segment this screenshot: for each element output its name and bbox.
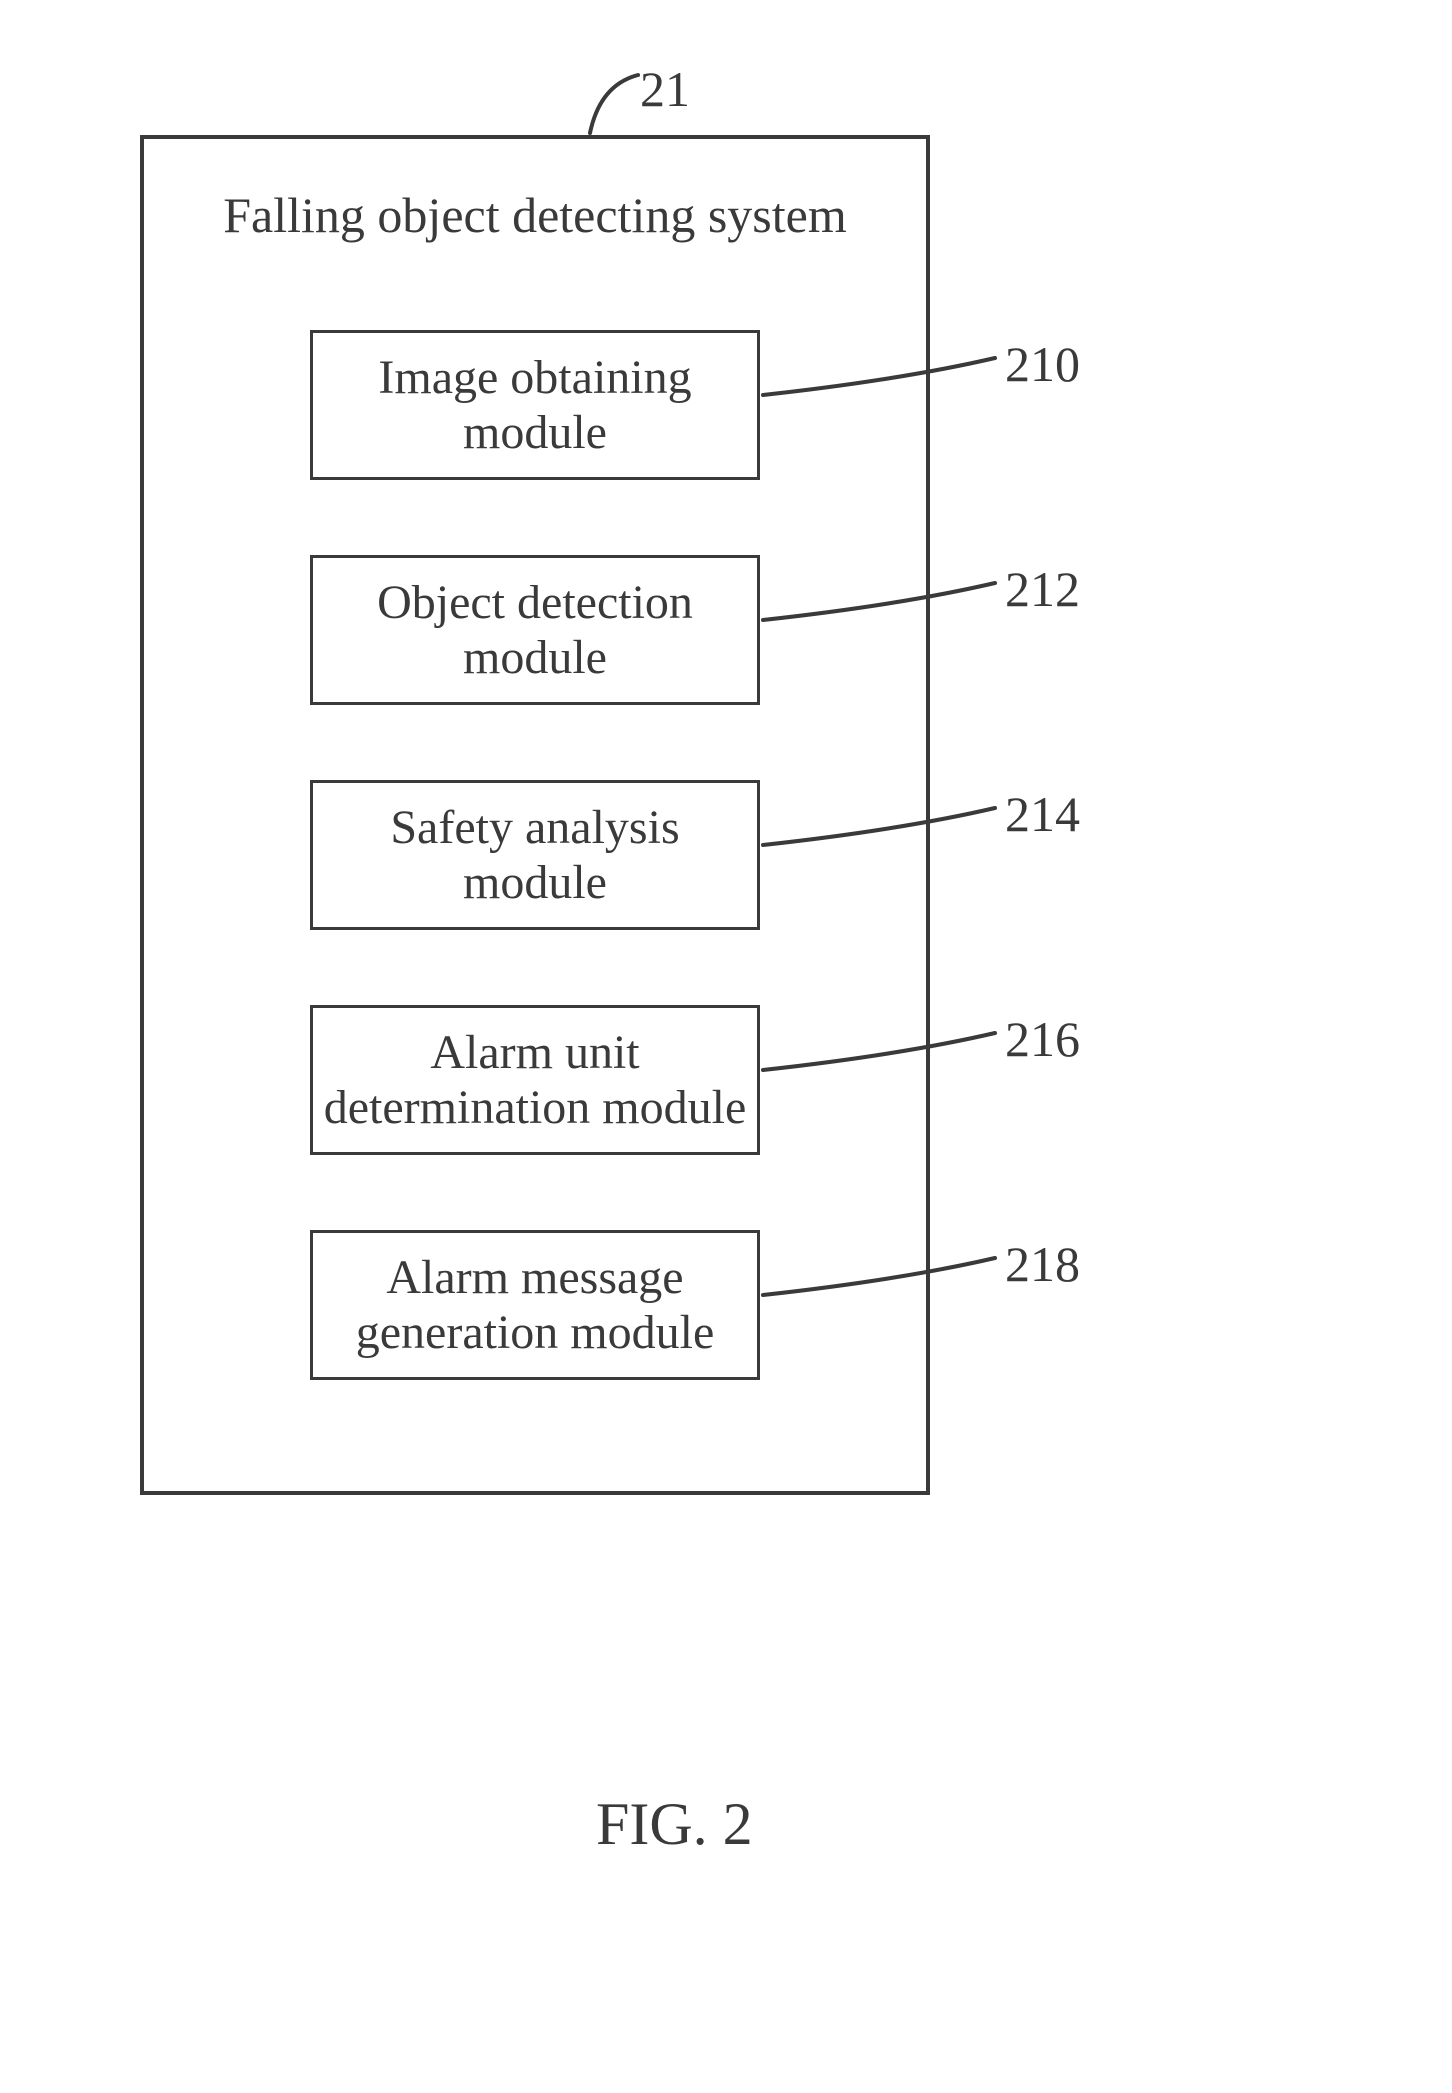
figure-canvas: Falling object detecting system 21 Image… <box>0 0 1452 2093</box>
module-alarm-message-generation: Alarm message generation module <box>310 1230 760 1380</box>
module-ref-safety-analysis: 214 <box>1005 785 1080 843</box>
module-image-obtaining: Image obtaining module <box>310 330 760 480</box>
module-ref-object-detection: 212 <box>1005 560 1080 618</box>
system-ref-number: 21 <box>640 60 690 118</box>
module-ref-image-obtaining: 210 <box>1005 335 1080 393</box>
module-label: Object detection module <box>377 575 693 685</box>
module-ref-alarm-unit-determination: 216 <box>1005 1010 1080 1068</box>
figure-caption: FIG. 2 <box>596 1790 753 1859</box>
module-label: Safety analysis module <box>390 800 679 910</box>
module-ref-alarm-message-generation: 218 <box>1005 1235 1080 1293</box>
module-label: Alarm unit determination module <box>324 1025 747 1135</box>
system-title: Falling object detecting system <box>223 186 847 244</box>
module-label: Image obtaining module <box>378 350 691 460</box>
module-alarm-unit-determination: Alarm unit determination module <box>310 1005 760 1155</box>
module-label: Alarm message generation module <box>356 1250 715 1360</box>
module-object-detection: Object detection module <box>310 555 760 705</box>
leader-line <box>590 75 638 133</box>
module-safety-analysis: Safety analysis module <box>310 780 760 930</box>
